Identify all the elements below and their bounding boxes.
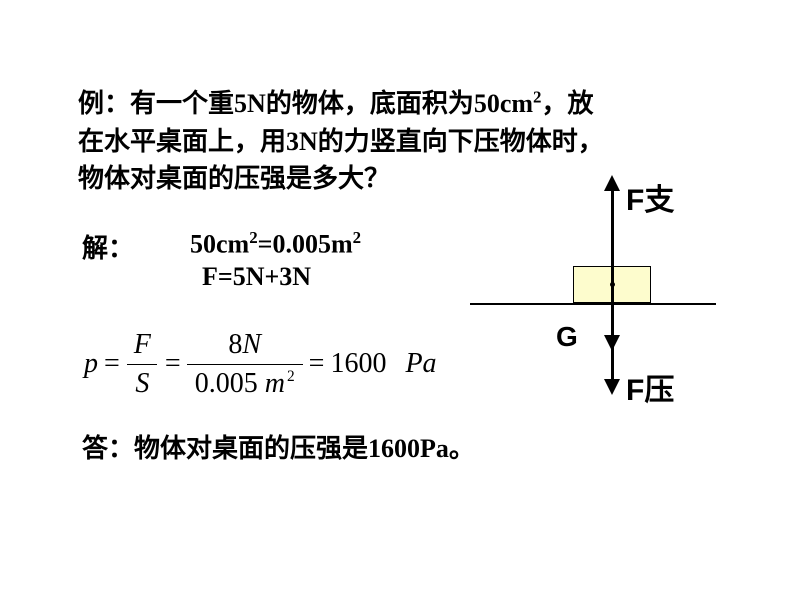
unit-conversion: 50cm2=0.005m2: [190, 228, 361, 260]
solution-label: 解：: [82, 228, 134, 265]
label-f-support: F支: [626, 175, 674, 219]
table-surface: [470, 303, 716, 305]
answer-line: 答：物体对桌面的压强是1600Pa。: [82, 428, 475, 465]
arrow-down-f-head-icon: [604, 379, 620, 395]
label-gravity: G: [556, 321, 578, 353]
force-sum: F=5N+3N: [202, 262, 311, 292]
arrow-up-head-icon: [604, 175, 620, 191]
force-diagram: F支 G F压: [470, 175, 750, 405]
arrow-down-g-head-icon: [604, 335, 620, 351]
fraction-FS: F S: [126, 328, 159, 400]
fraction-values: 8N 0.005 m2: [187, 328, 303, 400]
example-prefix: 例：: [78, 89, 130, 118]
arrow-up-shaft: [611, 183, 614, 284]
pressure-formula: p = F S = 8N 0.005 m2 = 1600 Pa: [84, 328, 437, 400]
label-f-press: F压: [626, 365, 674, 409]
